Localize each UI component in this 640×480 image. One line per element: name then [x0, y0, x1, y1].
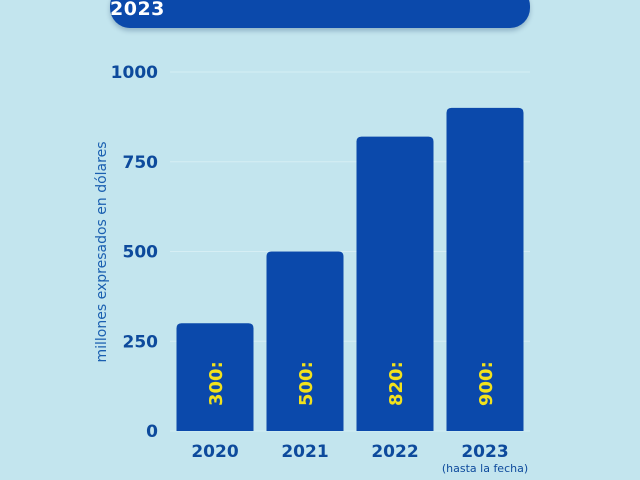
bar-2020 — [176, 323, 254, 431]
y-tick-label: 0 — [146, 422, 158, 442]
x-tick-note: (hasta la fecha) — [442, 462, 528, 475]
bar-2021 — [266, 251, 344, 431]
data-label: 820: — [386, 361, 407, 406]
y-tick-label: 250 — [123, 332, 159, 352]
bar-2023 — [446, 107, 524, 432]
x-tick-label: 2020 — [191, 442, 238, 462]
y-axis-label: millones expresados en dólares — [94, 142, 110, 363]
x-tick-label: 2021 — [281, 442, 328, 462]
data-label: 900: — [476, 361, 497, 406]
x-tick-label: 2023 — [461, 442, 508, 462]
chart-title: Inversión en obras públicas 2020-2023 — [110, 0, 530, 28]
y-tick-label: 750 — [123, 153, 159, 173]
y-tick-label: 500 — [123, 243, 159, 263]
data-label: 300: — [206, 361, 227, 406]
x-tick-label: 2022 — [371, 442, 418, 462]
bar-2022 — [356, 136, 434, 431]
y-tick-label: 1000 — [111, 63, 158, 83]
data-label: 500: — [296, 361, 317, 406]
